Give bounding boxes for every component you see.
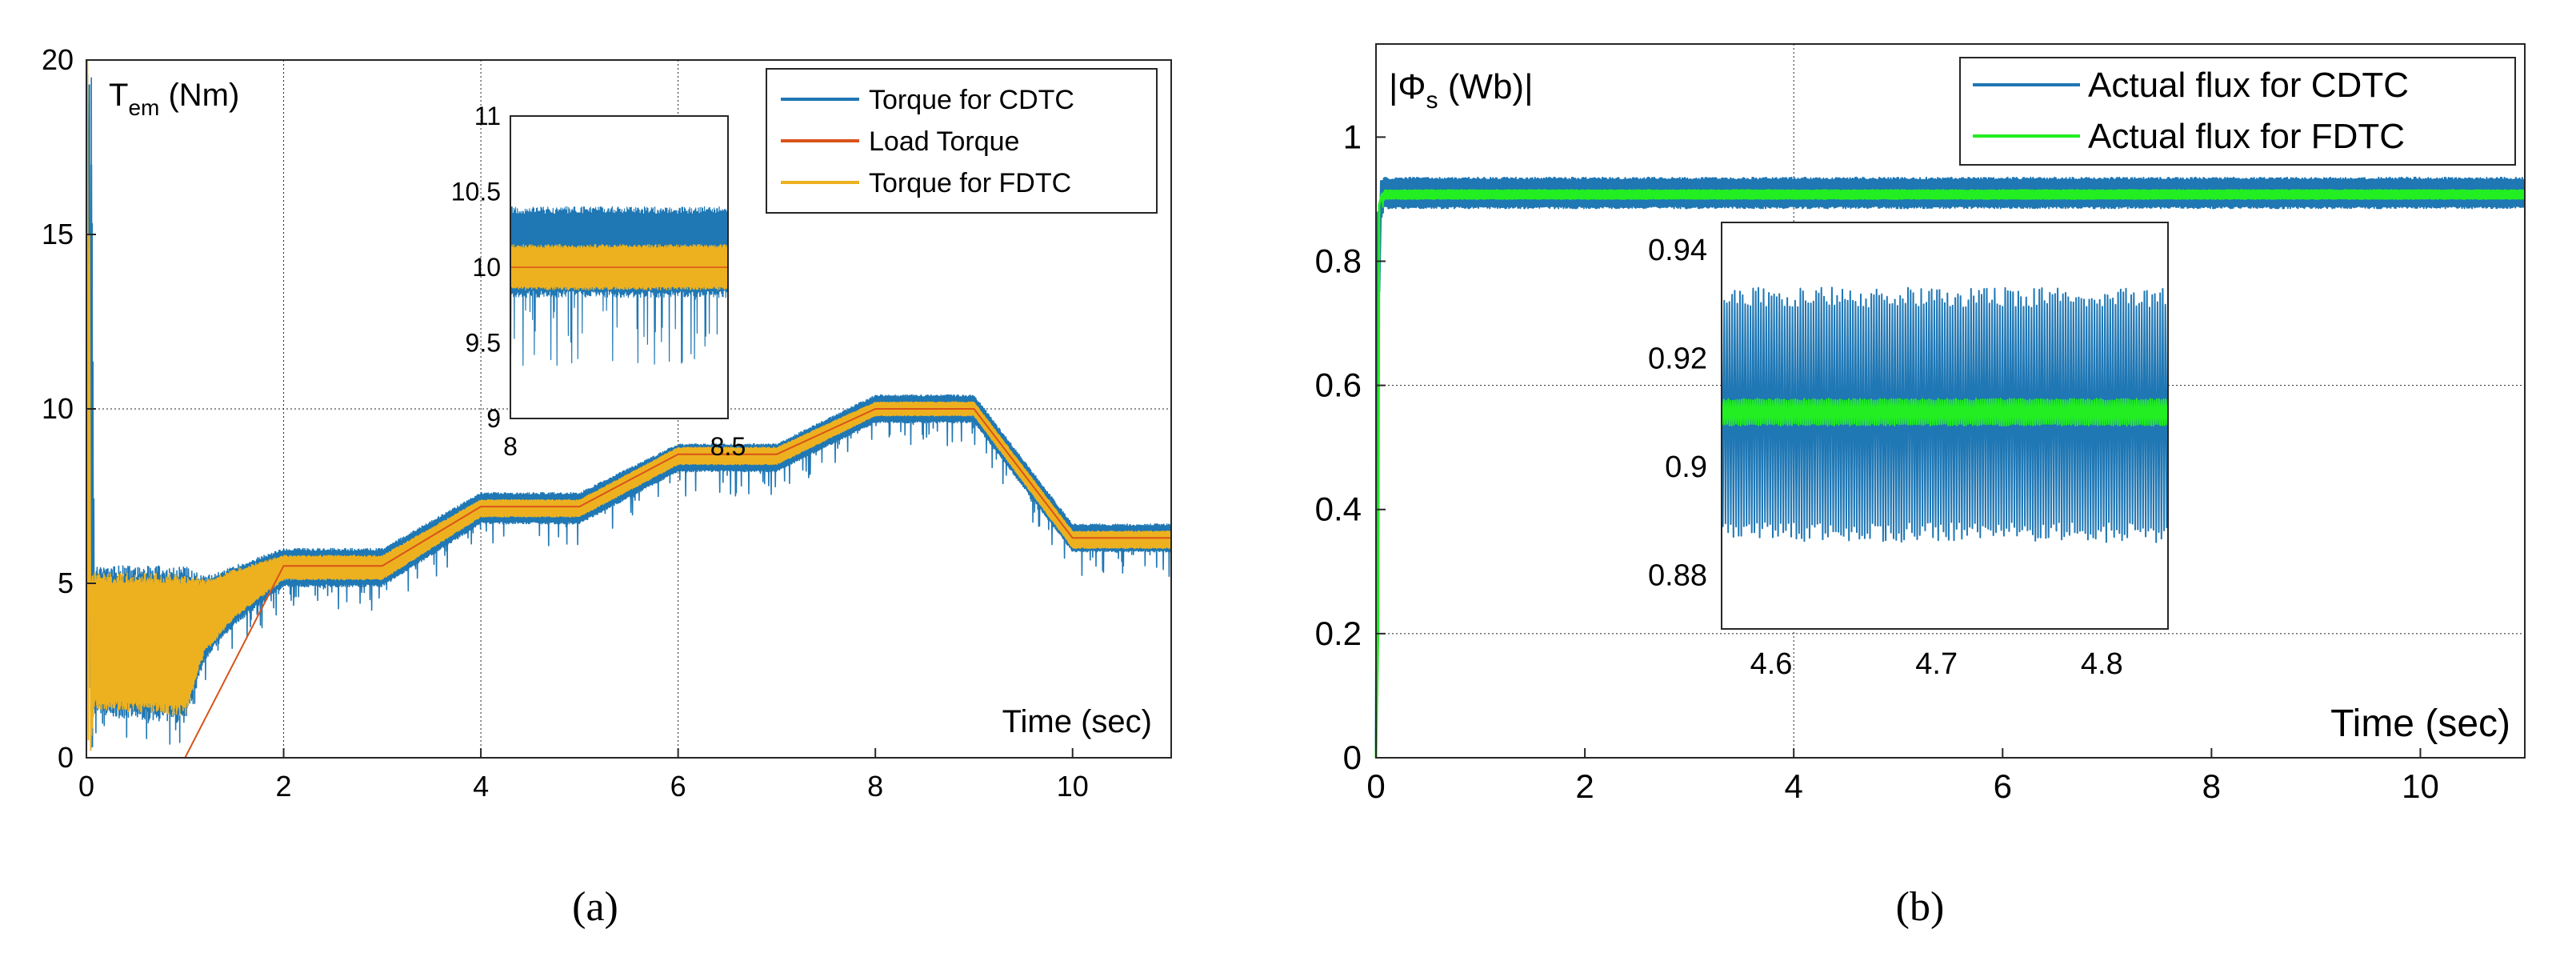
panel-b-data (1374, 176, 2526, 759)
panel-b-legend: Actual flux for CDTC Actual flux for FDT… (1959, 57, 2516, 166)
panel-b-x-axis-label: Time (sec) (2330, 703, 2510, 745)
inset-a-y-tick-label: 11 (474, 102, 501, 130)
y-tick-label: 0.2 (1315, 615, 1362, 652)
panel-a-inset: 9 9.5 10 10.5 11 8 8.5 (451, 102, 746, 461)
y-tick-label: 0.4 (1315, 491, 1362, 528)
y-tick-label: 0 (58, 741, 74, 774)
panel-a-inset-data (510, 206, 729, 366)
series-fdtc-flux (1381, 189, 2526, 208)
x-tick-label: 8 (2202, 767, 2221, 805)
x-tick-label: 4 (1785, 767, 1803, 805)
inset-b-fdtc-band (1721, 398, 2169, 426)
panel-b-label: (b) (1896, 884, 1945, 930)
x-tick-label: 4 (473, 770, 489, 803)
y-tick-label: 0.6 (1315, 366, 1362, 404)
panel-b-y-tick-labels: 0 0.2 0.4 0.6 0.8 1 (1315, 118, 1386, 776)
inset-a-y-tick-label: 9.5 (466, 329, 501, 358)
inset-a-y-tick-label: 10.5 (451, 178, 501, 206)
legend-label-fdtc-torque: Torque for FDTC (869, 168, 1071, 198)
legend-label-load-torque: Load Torque (869, 126, 1019, 157)
panel-b-frame (1375, 43, 2526, 759)
panel-b: 0 2 4 6 8 10 0 0.2 0.4 0.6 0.8 1 |Φs (Wb)| Time (s… (1315, 43, 2526, 930)
panel-a-label: (a) (572, 884, 618, 930)
series-fdtc-flux-startup (1374, 192, 1384, 759)
inset-b-y-tick-label: 0.88 (1648, 559, 1707, 592)
panel-a: 0 2 4 6 8 10 0 5 10 15 20 Tem (Nm) Time (sec) Tor… (42, 43, 1172, 930)
x-tick-label: 10 (2402, 767, 2439, 805)
panel-a-x-axis-label: Time (sec) (1002, 704, 1152, 739)
panel-a-y-axis-label: Tem (Nm) (109, 78, 239, 120)
panel-a-y-tick-labels: 0 5 10 15 20 (42, 43, 96, 774)
inset-b-y-tick-label: 0.9 (1665, 450, 1707, 484)
inset-a-x-tick-label: 8.5 (710, 432, 746, 461)
x-tick-label: 2 (1575, 767, 1594, 805)
inset-a-y-tick-label: 9 (486, 404, 501, 433)
panel-a-inset-tick-labels: 9 9.5 10 10.5 11 8 8.5 (451, 102, 746, 461)
series-fdtc-torque (90, 401, 1172, 736)
panel-a-legend: Torque for CDTC Load Torque Torque for F… (766, 68, 1158, 214)
y-tick-label: 5 (58, 567, 74, 599)
legend-label-fdtc-flux: Actual flux for FDTC (2088, 117, 2405, 156)
series-cdtc-flux (1380, 176, 2526, 218)
x-tick-label: 0 (78, 770, 94, 803)
panel-b-x-tick-labels: 0 2 4 6 8 10 (1366, 748, 2439, 805)
y-tick-label: 10 (42, 392, 74, 425)
y-tick-label: 0 (1343, 739, 1362, 776)
x-tick-label: 2 (276, 770, 292, 803)
y-tick-label: 20 (42, 43, 74, 76)
panel-b-inset-tick-labels: 0.88 0.9 0.92 0.94 4.6 4.7 4.8 (1648, 234, 2123, 681)
panel-b-y-axis-label: |Φs (Wb)| (1389, 67, 1534, 114)
panel-b-inset-frame (1721, 222, 2169, 630)
inset-a-fdtc-band (510, 244, 729, 290)
x-tick-label: 0 (1366, 767, 1385, 805)
inset-b-y-tick-label: 0.92 (1648, 342, 1707, 375)
legend-label-cdtc-torque: Torque for CDTC (869, 85, 1074, 115)
y-tick-label: 0.8 (1315, 242, 1362, 279)
inset-a-y-tick-label: 10 (472, 253, 501, 282)
inset-b-x-tick-label: 4.8 (2081, 647, 2123, 681)
inset-b-cdtc-band (1721, 286, 2169, 543)
panel-b-inset-data (1721, 286, 2169, 543)
x-tick-label: 6 (670, 770, 686, 803)
x-tick-label: 10 (1057, 770, 1089, 803)
y-tick-label: 15 (42, 218, 74, 250)
panel-a-inset-frame (510, 115, 729, 419)
series-load-torque (86, 408, 1171, 759)
x-tick-label: 6 (1994, 767, 2012, 805)
panel-b-inset: 0.88 0.9 0.92 0.94 4.6 4.7 4.8 (1648, 222, 2169, 681)
inset-a-x-tick-label: 8 (503, 432, 518, 461)
legend-label-cdtc-flux: Actual flux for CDTC (2088, 66, 2409, 105)
panel-b-legend-box (1959, 57, 2516, 166)
inset-b-x-tick-label: 4.7 (1915, 647, 1958, 681)
inset-b-y-tick-label: 0.94 (1648, 234, 1707, 267)
panel-a-x-tick-labels: 0 2 4 6 8 10 (78, 748, 1089, 803)
x-tick-label: 8 (867, 770, 883, 803)
y-tick-label: 1 (1343, 118, 1362, 155)
inset-b-x-tick-label: 4.6 (1750, 647, 1793, 681)
